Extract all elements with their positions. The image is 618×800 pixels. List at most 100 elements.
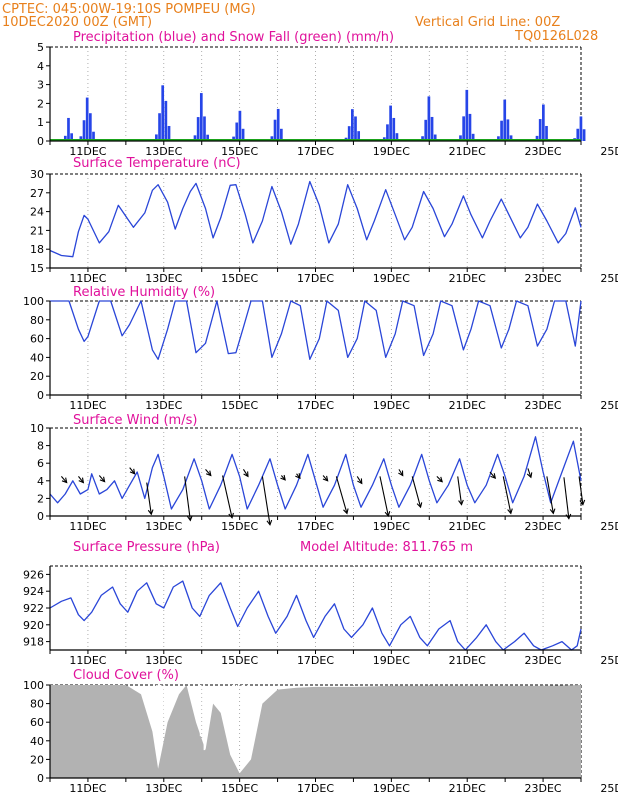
temp-panel xyxy=(46,173,582,272)
precip-bar xyxy=(576,128,580,141)
cloud-y-tick-label: 100 xyxy=(23,679,44,692)
wind-arrow-head xyxy=(322,475,329,482)
wind-arrow-head xyxy=(416,502,423,509)
pres-x-label: 11DEC xyxy=(69,654,106,667)
pres-x-label: 21DEC xyxy=(449,654,486,667)
wind-y-tick-label: 10 xyxy=(30,422,44,435)
wind-title: Surface Wind (m/s) xyxy=(73,413,197,428)
wind-arrow xyxy=(78,476,84,483)
wind-x-label: 25DEC xyxy=(600,520,618,533)
precip-bar xyxy=(354,116,357,141)
wind-panel xyxy=(46,427,586,526)
precip-bar xyxy=(92,131,95,141)
precip-bar xyxy=(389,105,392,141)
wind-arrow-head xyxy=(526,472,533,479)
wind-arrow xyxy=(436,476,443,483)
cloud-y-tick-label: 80 xyxy=(30,698,44,711)
pres-x-label: 15DEC xyxy=(221,654,258,667)
rh-x-label: 17DEC xyxy=(297,399,334,412)
temp-x-label: 17DEC xyxy=(297,272,334,285)
wind-arrow-head xyxy=(78,477,85,484)
precip-bar xyxy=(270,136,274,141)
temp-title: Surface Temperature (nC) xyxy=(73,156,241,171)
precip-x-label: 11DEC xyxy=(69,145,106,158)
wind-arrow xyxy=(261,476,271,525)
cloud-gap xyxy=(232,685,234,723)
wind-arrow-head xyxy=(295,473,301,480)
wind-arrow xyxy=(502,476,512,514)
header-grid-note: Vertical Grid Line: 00Z xyxy=(415,15,560,30)
rh-x-label: 25DEC xyxy=(600,399,618,412)
wind-arrow-head xyxy=(343,508,349,515)
precip-bar xyxy=(392,117,396,141)
wind-arrow xyxy=(222,475,233,518)
wind-arrow-head xyxy=(228,512,234,519)
cloud-gap xyxy=(203,685,206,751)
temp-x-label: 23DEC xyxy=(525,272,562,285)
precip-bar xyxy=(280,128,283,141)
cloud-title: Cloud Cover (%) xyxy=(73,668,179,683)
precip-bar xyxy=(535,135,539,141)
precip-bar xyxy=(542,104,545,141)
precip-bar xyxy=(82,120,86,141)
wind-arrow xyxy=(398,469,404,476)
wind-arrow xyxy=(457,476,463,505)
rh-title: Relative Humidity (%) xyxy=(73,285,215,300)
temp-y-tick-label: 24 xyxy=(30,206,44,219)
temp-x-label: 21DEC xyxy=(449,272,486,285)
wind-arrow xyxy=(205,469,212,476)
precip-bar xyxy=(579,116,583,141)
wind-arrow-head xyxy=(280,474,286,481)
wind-arrow xyxy=(60,476,68,483)
wind-arrow xyxy=(98,475,106,483)
precip-bar xyxy=(235,122,239,141)
cloud-gap xyxy=(163,685,166,718)
precip-bar xyxy=(506,119,510,141)
precip-bar xyxy=(63,135,67,141)
pres-x-label: 13DEC xyxy=(145,654,182,667)
precip-bar xyxy=(89,113,92,141)
cloud-panel xyxy=(46,684,582,782)
precip-bar xyxy=(386,124,389,141)
cloud-y-tick-label: 20 xyxy=(30,753,44,766)
wind-arrow-head xyxy=(99,476,106,483)
wind-x-label: 21DEC xyxy=(449,520,486,533)
precip-bar xyxy=(276,108,280,141)
precip-bar xyxy=(67,117,70,141)
cloud-gap xyxy=(159,685,162,741)
rh-x-label: 19DEC xyxy=(373,399,410,412)
wind-x-label: 13DEC xyxy=(145,520,182,533)
header-code: TQ0126L028 xyxy=(514,29,598,44)
wind-arrow xyxy=(411,476,422,508)
temp-y-tick-label: 27 xyxy=(30,187,44,200)
rh-y-tick-label: 60 xyxy=(30,333,44,346)
precip-y-tick-label: 1 xyxy=(37,116,44,129)
wind-series-line xyxy=(49,436,582,510)
wind-arrow-head xyxy=(437,476,443,483)
precip-bar xyxy=(545,125,548,141)
rh-x-label: 15DEC xyxy=(221,399,258,412)
rh-x-label: 13DEC xyxy=(145,399,182,412)
pres-y-tick-label: 926 xyxy=(23,568,44,581)
cloud-x-label: 25DEC xyxy=(600,782,618,795)
pres-x-label: 19DEC xyxy=(373,654,410,667)
cloud-x-label: 21DEC xyxy=(449,782,486,795)
temp-x-label: 11DEC xyxy=(69,272,106,285)
precip-panel xyxy=(46,46,586,145)
wind-arrow xyxy=(546,476,554,514)
temp-x-label: 13DEC xyxy=(145,272,182,285)
precip-bar xyxy=(196,117,200,141)
wind-arrow xyxy=(379,476,389,517)
wind-arrow-head xyxy=(61,477,68,484)
precip-y-tick-label: 3 xyxy=(37,79,44,92)
rh-series-line xyxy=(50,300,582,360)
rh-x-label: 21DEC xyxy=(449,399,486,412)
wind-arrow xyxy=(563,477,570,519)
precip-bar xyxy=(79,136,83,141)
wind-arrow-head xyxy=(549,508,556,515)
wind-arrow xyxy=(146,482,152,515)
precip-bar xyxy=(241,128,245,141)
precip-bar xyxy=(167,125,171,141)
rh-x-label: 23DEC xyxy=(525,399,562,412)
precip-x-label: 21DEC xyxy=(449,145,486,158)
